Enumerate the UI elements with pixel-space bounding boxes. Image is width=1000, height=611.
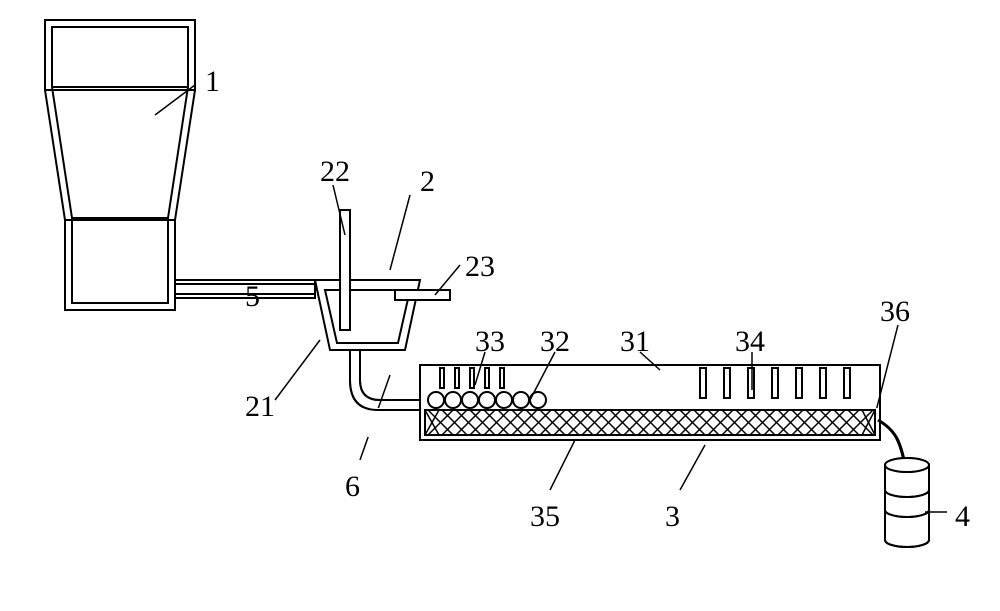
label-4: 4 [955,500,970,534]
label-36: 36 [880,295,910,329]
diagram-svg [0,0,1000,611]
label-6: 6 [345,470,360,504]
label-32: 32 [540,325,570,359]
label-35: 35 [530,500,560,534]
label-1: 1 [205,65,220,99]
label-2: 2 [420,165,435,199]
label-33: 33 [475,325,505,359]
label-23: 23 [465,250,495,284]
label-3: 3 [665,500,680,534]
label-5: 5 [245,280,260,314]
label-31: 31 [620,325,650,359]
label-22: 22 [320,155,350,189]
label-34: 34 [735,325,765,359]
label-21: 21 [245,390,275,424]
diagram-root: 1 22 2 23 5 21 6 33 32 31 34 36 35 3 4 [0,0,1000,611]
